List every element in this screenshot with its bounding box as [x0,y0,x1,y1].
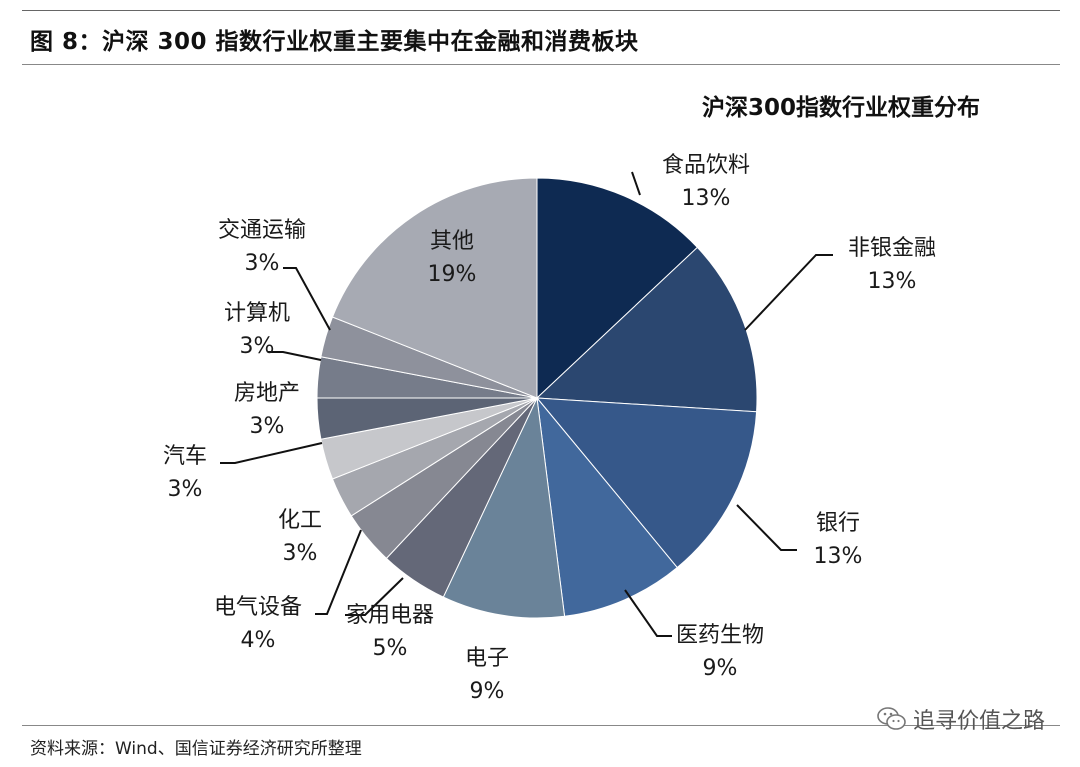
slice-label: 银行 [816,511,860,536]
pie-slice [331,177,538,399]
slice-value-label: 13% [682,186,731,211]
leader-line [744,254,833,331]
slice-label: 化工 [278,508,322,533]
slice-label: 医药生物 [676,623,764,648]
slice-value-label: 5% [373,636,408,661]
leader-line [283,267,331,331]
slice-label: 食品饮料 [662,153,750,178]
slice-value-label: 4% [241,628,276,653]
title-divider [22,64,1060,65]
leader-line [624,589,672,637]
watermark-text: 追寻价值之路 [912,709,1045,734]
slice-value-label: 3% [168,477,203,502]
slice-label: 其他 [430,229,474,254]
slice-label: 交通运输 [218,218,306,243]
slice-label: 家用电器 [346,603,434,628]
footer-divider [22,725,1060,726]
slice-label: 电气设备 [214,595,302,620]
slice-value-label: 19% [428,262,477,287]
slice-label: 计算机 [224,301,290,326]
leader-line [631,171,641,196]
chart-title: 沪深300指数行业权重分布 [701,95,980,121]
slice-value-label: 13% [868,269,917,294]
pie-slice [442,396,566,619]
leader-line [736,504,797,551]
leader-line [315,529,362,615]
source-note: 资料来源：Wind、国信证券经济研究所整理 [30,739,362,759]
figure-title: 图 8：沪深 300 指数行业权重主要集中在金融和消费板块 [30,29,639,55]
slice-label: 汽车 [163,444,207,469]
slice-value-label: 9% [703,656,738,681]
slice-value-label: 3% [250,414,285,439]
slice-value-label: 3% [240,334,275,359]
leader-line [268,351,322,361]
slice-label: 房地产 [234,381,300,406]
pie-slice [536,177,699,400]
wechat-icon [877,707,906,730]
leader-line [345,577,404,616]
slice-label: 电子 [465,646,509,671]
top-rule [22,10,1060,11]
watermark: 追寻价值之路 [877,703,1045,735]
pie-slice [536,396,678,617]
slice-value-label: 9% [470,679,505,704]
pie-slice [535,246,758,413]
slice-value-label: 3% [283,541,318,566]
pie-slice [535,397,758,569]
slice-value-label: 3% [245,251,280,276]
slice-value-label: 13% [814,544,863,569]
leader-line [220,442,323,464]
slice-label: 非银金融 [848,236,936,261]
